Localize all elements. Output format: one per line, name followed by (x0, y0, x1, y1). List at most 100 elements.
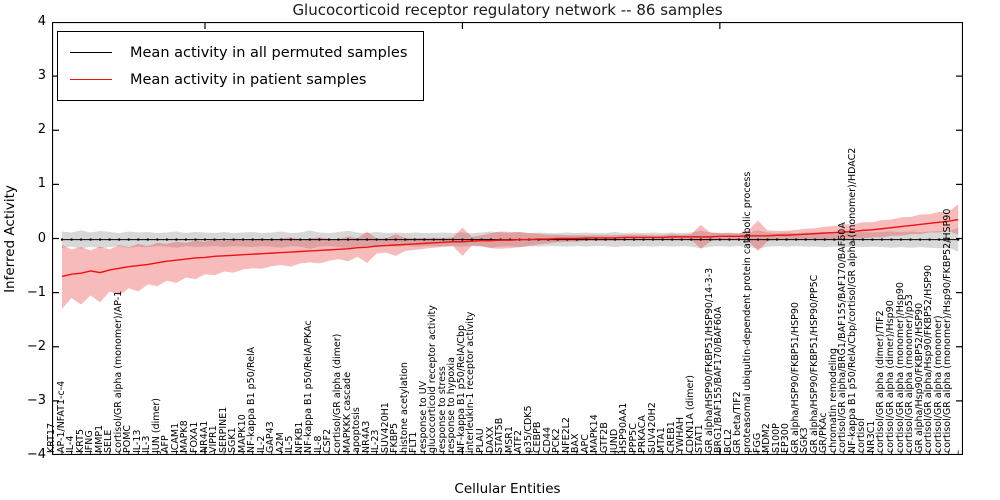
permuted-mean-marker (232, 238, 235, 241)
permuted-mean-marker (346, 238, 350, 241)
permuted-mean-marker (680, 238, 683, 241)
permuted-mean-marker (423, 238, 426, 241)
permuted-mean-marker (261, 238, 264, 241)
permuted-mean-marker (642, 238, 645, 241)
permuted-mean-marker (861, 238, 865, 241)
permuted-mean-marker (623, 238, 626, 241)
legend-label-permuted: Mean activity in all permuted samples (130, 44, 408, 61)
y-tick-label: 1 (37, 176, 46, 192)
permuted-mean-marker (890, 238, 893, 241)
permuted-mean-marker (918, 238, 922, 241)
permuted-mean-marker (394, 238, 397, 241)
permuted-mean-marker (308, 238, 312, 241)
x-tick-label: proteasomal ubiquitin-dependent protein … (741, 171, 753, 453)
permuted-mean-marker (823, 238, 826, 241)
permuted-mean-marker (222, 238, 226, 241)
permuted-mean-marker (937, 238, 941, 241)
permuted-mean-marker (909, 238, 912, 241)
permuted-mean-marker (194, 238, 197, 241)
permuted-mean-marker (880, 238, 884, 241)
permuted-mean-marker (785, 238, 788, 241)
y-tick-label: 3 (37, 68, 46, 84)
permuted-mean-marker (98, 238, 102, 241)
patient-line-swatch-icon (70, 79, 112, 80)
permuted-mean-marker (60, 238, 64, 241)
permuted-mean-marker (852, 238, 855, 241)
permuted-mean-marker (899, 238, 903, 241)
permuted-mean-marker (718, 238, 721, 241)
permuted-mean-marker (699, 238, 702, 241)
permuted-mean-marker (794, 238, 798, 241)
permuted-mean-marker (671, 238, 674, 241)
permuted-mean-marker (661, 238, 664, 241)
legend-entry-patient: Mean activity in patient samples (70, 66, 407, 93)
permuted-mean-marker (299, 238, 302, 241)
permuted-mean-marker (756, 238, 760, 241)
permuted-mean-marker (947, 238, 950, 241)
patient-band (62, 204, 959, 309)
permuted-mean-marker (461, 238, 464, 241)
permuted-line-swatch-icon (70, 52, 112, 53)
permuted-mean-marker (79, 238, 83, 241)
permuted-mean-marker (385, 238, 388, 241)
permuted-mean-marker (241, 238, 245, 241)
permuted-mean-marker (108, 238, 111, 241)
y-tick-label: 2 (37, 122, 46, 138)
permuted-mean-marker (594, 238, 598, 241)
permuted-mean-marker (156, 238, 159, 241)
permuted-mean-marker (737, 238, 741, 241)
permuted-mean-marker (804, 238, 807, 241)
patient-mean-line (61, 218, 959, 278)
y-tick-label: −4 (26, 447, 46, 462)
permuted-mean-marker (833, 238, 836, 241)
y-tick-label: −3 (26, 392, 46, 408)
permuted-mean-marker (270, 238, 273, 241)
permuted-mean-marker (146, 238, 149, 241)
permuted-mean-marker (775, 238, 779, 241)
y-tick-label: 0 (37, 230, 46, 246)
permuted-mean-marker (175, 238, 178, 241)
permuted-mean-marker (709, 238, 712, 241)
permuted-mean-marker (318, 238, 321, 241)
x-tick-label: NF-kappa B1 p50/RelA/PKAc (303, 320, 315, 453)
permuted-mean-marker (118, 238, 121, 241)
axes-frame (52, 22, 963, 455)
permuted-mean-marker (604, 238, 607, 241)
permuted-mean-marker (470, 238, 474, 241)
permuted-mean-marker (766, 238, 769, 241)
x-tick-label: NF-kappa B1 p50/RelA/Cbp/cortisol/GR alp… (846, 147, 858, 453)
permuted-mean-marker (337, 238, 340, 241)
permuted-mean-marker (651, 238, 655, 241)
permuted-mean-marker (251, 238, 254, 241)
permuted-mean-marker (585, 238, 588, 241)
x-tick-label: cortisol/GR alpha (monomer)/Hsp90/FKBP52… (942, 208, 954, 453)
permuted-mean-marker (213, 238, 216, 241)
y-tick-label: 4 (37, 14, 46, 29)
y-tick-label: −2 (26, 338, 46, 354)
permuted-mean-marker (613, 238, 617, 241)
permuted-mean-marker (690, 238, 693, 241)
permuted-mean-marker (184, 238, 188, 241)
permuted-mean-marker (280, 238, 283, 241)
permuted-mean-marker (89, 238, 92, 241)
permuted-mean-marker (203, 238, 207, 241)
legend: Mean activity in all permuted samples Me… (57, 31, 425, 101)
permuted-mean-marker (127, 238, 130, 241)
permuted-mean-marker (728, 238, 731, 241)
permuted-mean-marker (413, 238, 416, 241)
permuted-mean-marker (632, 238, 636, 241)
permuted-mean-marker (365, 238, 369, 241)
permuted-mean-marker (289, 238, 292, 241)
permuted-mean-marker (842, 238, 845, 241)
x-axis-label: Cellular Entities (454, 481, 561, 497)
permuted-mean-marker (327, 238, 331, 241)
permuted-mean-marker (404, 238, 407, 241)
plot-area (52, 22, 963, 455)
permuted-mean-marker (375, 238, 378, 241)
permuted-mean-marker (356, 238, 359, 241)
legend-entry-permuted: Mean activity in all permuted samples (70, 39, 407, 66)
permuted-mean-marker (442, 238, 445, 241)
chart-title: Glucocorticoid receptor regulatory netwo… (292, 1, 723, 19)
permuted-mean-marker (432, 238, 435, 241)
